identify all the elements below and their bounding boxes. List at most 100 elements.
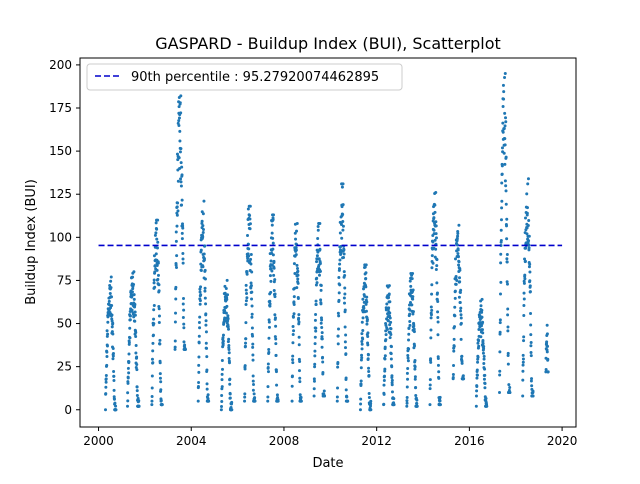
data-point <box>227 351 231 355</box>
data-point <box>267 336 271 340</box>
data-point <box>338 262 342 266</box>
data-point <box>482 377 486 381</box>
data-point <box>458 268 462 272</box>
x-axis: 2000 2004 2008 2012 2016 2020 <box>83 427 577 448</box>
data-point <box>523 277 527 281</box>
data-point <box>177 119 181 123</box>
data-point <box>198 290 202 294</box>
data-point <box>500 172 504 176</box>
data-point <box>544 367 548 371</box>
data-point <box>455 243 459 247</box>
data-point <box>225 278 229 282</box>
data-point <box>199 293 203 297</box>
data-point <box>250 315 254 319</box>
data-point <box>343 274 347 278</box>
data-point <box>436 315 440 319</box>
data-point <box>408 323 412 327</box>
data-point <box>198 326 202 330</box>
data-point <box>292 262 296 266</box>
data-point <box>249 257 253 261</box>
data-point <box>267 318 271 322</box>
data-point <box>343 292 347 296</box>
data-point <box>154 231 158 235</box>
data-point <box>523 273 527 277</box>
data-point <box>502 127 506 131</box>
data-point <box>453 289 457 293</box>
data-point <box>176 209 180 213</box>
data-point <box>506 351 510 355</box>
data-point <box>180 198 184 202</box>
data-point <box>361 316 365 320</box>
data-point <box>313 335 317 339</box>
data-point <box>109 275 113 279</box>
data-point <box>506 313 510 317</box>
data-point <box>198 302 202 306</box>
data-point <box>428 403 432 407</box>
data-point <box>266 362 270 366</box>
data-point <box>173 339 177 343</box>
data-point <box>389 327 393 331</box>
data-point <box>411 288 415 292</box>
data-point <box>530 377 534 381</box>
data-point <box>503 72 507 76</box>
data-point <box>406 353 410 357</box>
data-point <box>481 320 485 324</box>
data-point <box>522 339 526 343</box>
data-point <box>249 252 253 256</box>
data-point <box>295 263 299 267</box>
data-point <box>407 326 411 330</box>
data-point <box>405 401 409 405</box>
data-point <box>458 291 462 295</box>
data-point <box>228 382 232 386</box>
data-point <box>504 120 508 124</box>
data-point <box>174 230 178 234</box>
data-point <box>342 248 346 252</box>
data-point <box>475 376 479 380</box>
data-point <box>415 402 419 406</box>
data-point <box>388 323 392 327</box>
data-point <box>316 228 320 232</box>
data-point <box>411 297 415 301</box>
data-point <box>127 371 131 375</box>
data-point <box>229 406 233 410</box>
data-point <box>132 293 136 297</box>
data-point <box>336 365 340 369</box>
data-point <box>248 227 252 231</box>
data-point <box>500 206 504 210</box>
x-tick-label: 2020 <box>547 434 578 448</box>
data-point <box>246 234 250 238</box>
data-point <box>408 308 412 312</box>
data-point <box>383 354 387 358</box>
data-point <box>453 305 457 309</box>
season-point-group <box>428 191 442 407</box>
data-point <box>361 337 365 341</box>
data-point <box>249 262 253 266</box>
data-point <box>150 357 154 361</box>
data-point <box>346 399 350 403</box>
data-point <box>150 399 154 403</box>
data-point <box>297 320 301 324</box>
data-point <box>476 360 480 364</box>
data-point <box>220 405 224 409</box>
data-point <box>454 274 458 278</box>
data-point <box>175 152 179 156</box>
data-point <box>406 359 410 363</box>
data-point <box>199 269 203 273</box>
data-point <box>527 265 531 269</box>
data-point <box>321 371 325 375</box>
data-point <box>316 237 320 241</box>
data-point <box>156 277 160 281</box>
data-point <box>225 297 229 301</box>
data-point <box>434 232 438 236</box>
data-point <box>291 332 295 336</box>
season-point-group <box>150 218 164 407</box>
data-point <box>500 164 504 168</box>
data-point <box>437 376 441 380</box>
data-point <box>337 298 341 302</box>
data-point <box>291 358 295 362</box>
data-point <box>484 397 488 401</box>
data-point <box>434 268 438 272</box>
data-point <box>312 394 316 398</box>
data-point <box>387 292 391 296</box>
data-point <box>220 358 224 362</box>
